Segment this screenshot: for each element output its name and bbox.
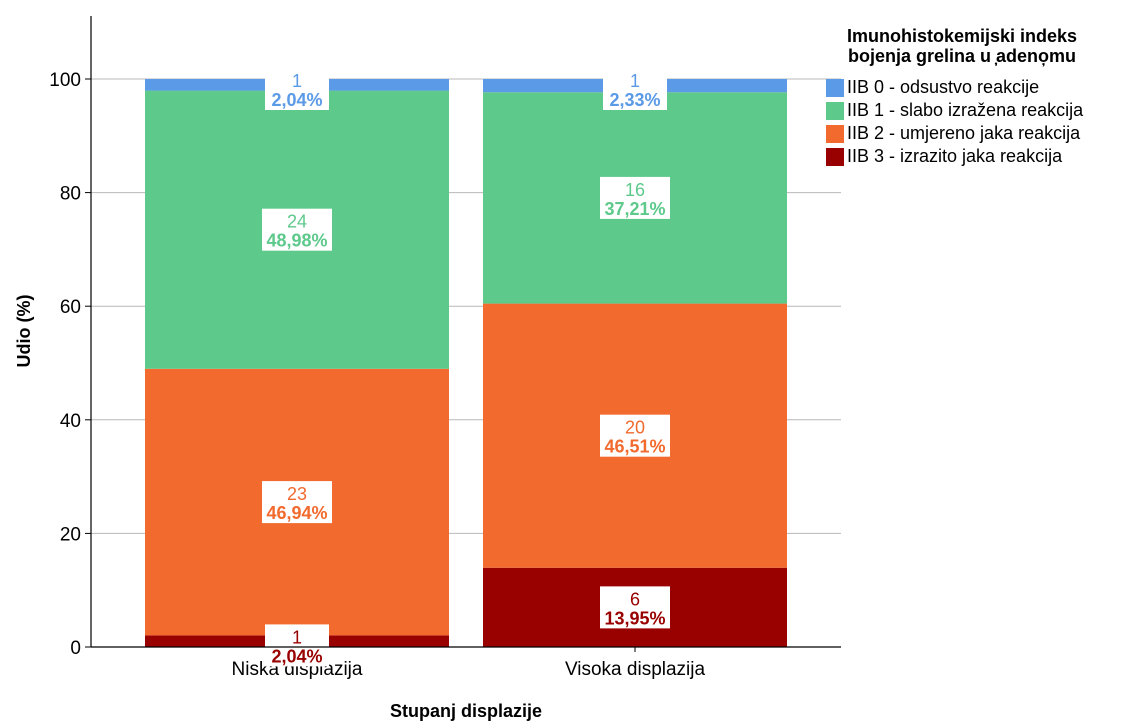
- data-label-percent: 48,98%: [266, 231, 327, 251]
- data-label-percent: 46,51%: [604, 437, 665, 457]
- legend-label: IIB 2 - umjereno jaka reakcija: [847, 123, 1081, 143]
- legend-label: IIB 3 - izrazito jaka reakcija: [847, 146, 1063, 166]
- legend-swatch: [826, 101, 844, 120]
- x-axis-title: Stupanj displazije: [390, 701, 542, 721]
- data-label-percent: 13,95%: [604, 608, 665, 628]
- data-label-count: 6: [630, 589, 640, 609]
- data-label-percent: 2,33%: [609, 90, 660, 110]
- data-label-count: 16: [625, 180, 645, 200]
- y-axis-title: Udio (%): [14, 295, 34, 368]
- data-label-count: 20: [625, 418, 645, 438]
- y-tick-label: 100: [49, 70, 81, 91]
- y-tick-label: 60: [60, 297, 81, 318]
- legend-swatch: [826, 124, 844, 143]
- y-tick-label: 40: [60, 411, 81, 432]
- legend-item-iib2: IIB 2 - umjereno jaka reakcija: [826, 122, 1126, 145]
- data-label-box: [265, 624, 329, 667]
- legend-title: Imunohistokemijski indeks bojenja grelin…: [826, 26, 1098, 66]
- data-label-box: [600, 176, 670, 219]
- data-label-count: 23: [287, 484, 307, 504]
- legend-item-iib3: IIB 3 - izrazito jaka reakcija: [826, 145, 1126, 168]
- data-label-percent: 46,94%: [266, 503, 327, 523]
- legend-item-iib1: IIB 1 - slabo izražena reakcija: [826, 99, 1126, 122]
- data-label-box: [603, 68, 667, 110]
- data-label-count: 1: [292, 71, 302, 91]
- data-label-count: 24: [287, 212, 307, 232]
- data-label-count: 1: [630, 71, 640, 91]
- data-label-box: [600, 586, 670, 629]
- data-label-percent: 2,04%: [271, 90, 322, 110]
- legend-label: IIB 0 - odsustvo reakcije: [847, 77, 1040, 97]
- x-tick-label: Visoka displazija: [565, 659, 706, 680]
- legend: Imunohistokemijski indeks bojenja grelin…: [826, 26, 1126, 168]
- data-label-box: [262, 208, 332, 251]
- y-tick-label: 20: [60, 524, 81, 545]
- legend-item-iib0: IIB 0 - odsustvo reakcije: [826, 76, 1126, 99]
- legend-title-line1: Imunohistokemijski indeks: [846, 26, 1078, 46]
- data-label-box: [600, 414, 670, 457]
- y-tick-label: 0: [70, 638, 81, 659]
- legend-swatch: [826, 147, 844, 166]
- legend-label: IIB 1 - slabo izražena reakcija: [847, 100, 1084, 120]
- legend-swatch: [826, 78, 844, 97]
- data-label-box: [265, 68, 329, 110]
- data-label-percent: 2,04%: [271, 646, 322, 666]
- x-tick-label: Niska displazija: [232, 659, 363, 680]
- legend-title-line2: bojenja grelina u ̦adeno̦mu: [847, 46, 1077, 66]
- data-label-box: [262, 481, 332, 524]
- y-tick-label: 80: [60, 184, 81, 205]
- data-label-count: 1: [292, 627, 302, 647]
- data-label-percent: 37,21%: [604, 199, 665, 219]
